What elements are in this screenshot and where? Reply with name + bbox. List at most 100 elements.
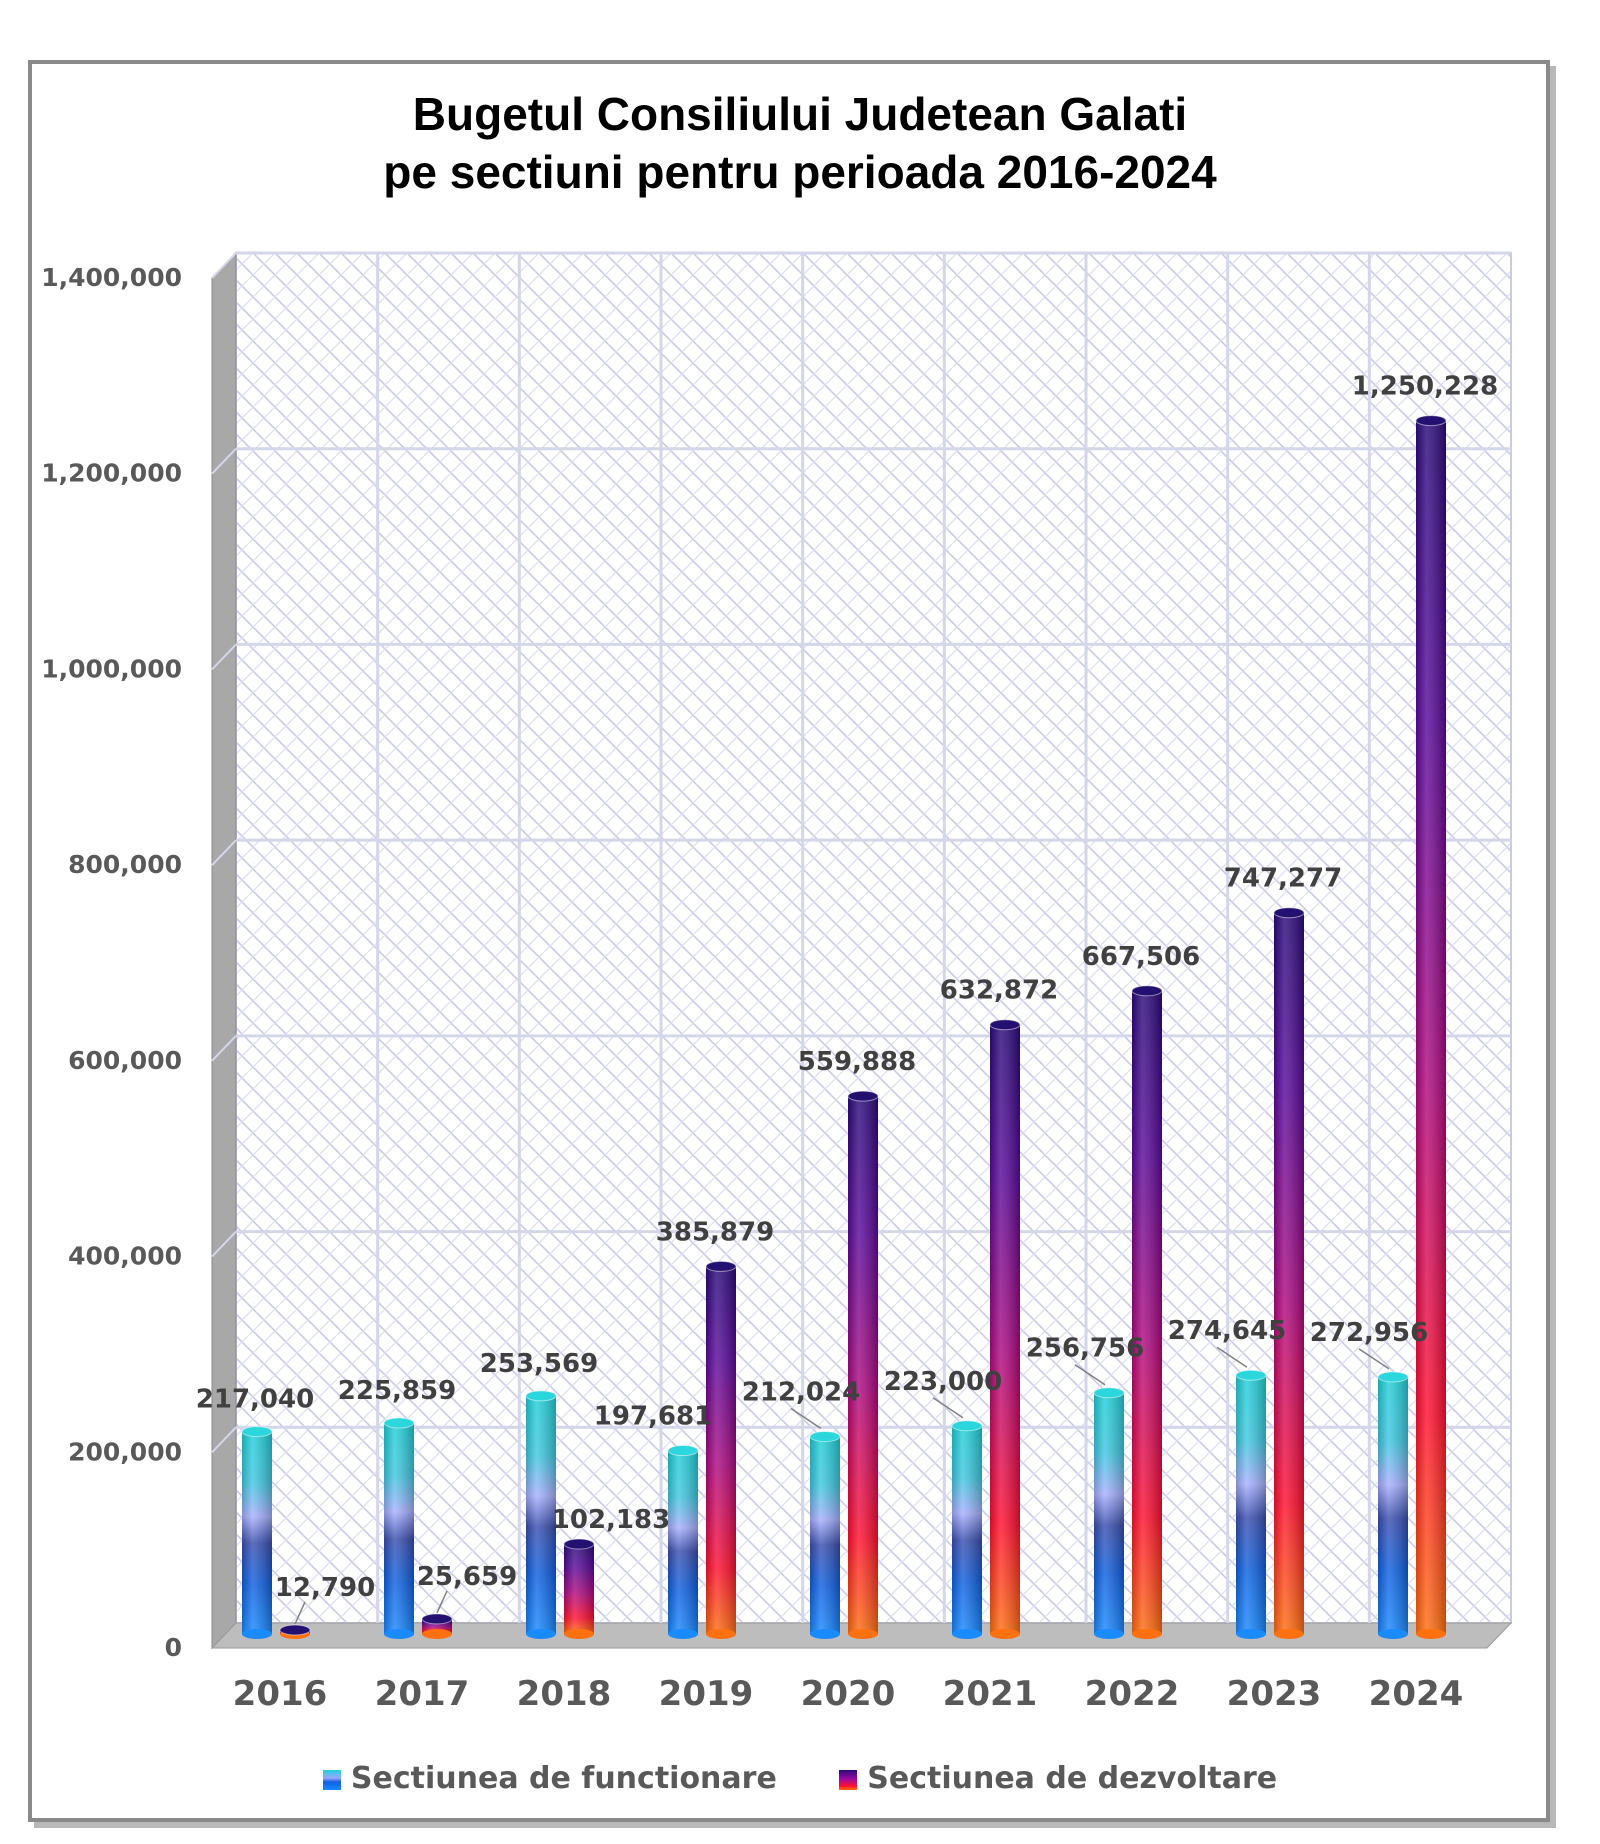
bar-base xyxy=(1236,1629,1266,1639)
label-leader-line xyxy=(294,1601,306,1625)
data-label-dezvoltare: 747,277 xyxy=(1224,864,1342,894)
bar-base xyxy=(242,1629,272,1639)
y-tick-label: 1,400,000 xyxy=(41,263,182,292)
data-label-dezvoltare: 25,659 xyxy=(417,1562,517,1592)
y-tick-label: 1,000,000 xyxy=(41,654,182,683)
bar-cap xyxy=(241,1426,273,1438)
gridline-side xyxy=(211,448,237,475)
x-category-label: 2016 xyxy=(233,1674,328,1714)
bar-base xyxy=(526,1629,556,1639)
bar-cap xyxy=(525,1390,557,1402)
bar-cap xyxy=(847,1090,879,1102)
bar-base xyxy=(1416,1629,1446,1639)
bar-shade xyxy=(990,1024,1020,1634)
gridline-side xyxy=(211,1426,237,1453)
x-category-label: 2019 xyxy=(659,1674,754,1714)
y-tick-label: 800,000 xyxy=(68,850,182,879)
y-tick-label: 400,000 xyxy=(68,1242,182,1271)
x-category-label: 2023 xyxy=(1227,1674,1322,1714)
bar-cap xyxy=(563,1538,595,1550)
x-category-label: 2024 xyxy=(1369,1674,1464,1714)
data-label-dezvoltare: 667,506 xyxy=(1082,942,1200,972)
bar-shade xyxy=(564,1544,594,1634)
legend-item-functionare: Sectiunea de functionare xyxy=(322,1761,777,1796)
gridline-side xyxy=(211,252,237,279)
bar-shade xyxy=(1132,990,1162,1634)
data-label-dezvoltare: 385,879 xyxy=(656,1217,774,1247)
bar-shade xyxy=(1416,420,1446,1634)
bar-base xyxy=(384,1629,414,1639)
data-label-functionare: 274,645 xyxy=(1168,1316,1286,1346)
bar-cap xyxy=(705,1260,737,1272)
bar-base xyxy=(668,1629,698,1639)
label-leader-line xyxy=(436,1590,448,1614)
bar-shade xyxy=(706,1266,736,1634)
data-label-functionare: 217,040 xyxy=(196,1385,314,1415)
bar-base xyxy=(706,1629,736,1639)
bar-shade xyxy=(1236,1375,1266,1634)
gridline-side xyxy=(211,1035,237,1062)
bar-base xyxy=(1094,1629,1124,1639)
bar-cap xyxy=(1093,1387,1125,1399)
label-leader-line xyxy=(790,1407,822,1430)
bar-cap xyxy=(383,1417,415,1429)
data-label-functionare: 272,956 xyxy=(1310,1318,1428,1348)
bar-shade xyxy=(384,1422,414,1634)
data-label-dezvoltare: 559,888 xyxy=(798,1047,916,1077)
data-label-functionare: 223,000 xyxy=(884,1367,1002,1397)
bar-cap xyxy=(809,1431,841,1443)
label-leader-line xyxy=(932,1397,964,1419)
bar-cap xyxy=(279,1624,311,1636)
x-category-label: 2022 xyxy=(1085,1674,1180,1714)
bar-shade xyxy=(242,1431,272,1634)
bar-cap xyxy=(1235,1369,1267,1381)
bar-cap xyxy=(1415,415,1447,427)
bar-cap xyxy=(1377,1371,1409,1383)
chart-title-line-1: Bugetul Consiliului Judetean Galati xyxy=(412,88,1188,140)
bar-shade xyxy=(668,1450,698,1634)
bar-shade xyxy=(848,1096,878,1634)
bar-cap xyxy=(667,1445,699,1457)
bar-shade xyxy=(526,1395,556,1634)
bar-cap xyxy=(951,1420,983,1432)
legend-label-dezvoltare: Sectiunea de dezvoltare xyxy=(867,1761,1278,1796)
legend: Sectiunea de functionare Sectiunea de de… xyxy=(0,1760,1600,1796)
x-category-label: 2021 xyxy=(943,1674,1038,1714)
bar-base xyxy=(1378,1629,1408,1639)
bar-shade xyxy=(1378,1376,1408,1634)
bar-cap xyxy=(421,1613,453,1625)
legend-label-functionare: Sectiunea de functionare xyxy=(350,1761,777,1796)
bar-cap xyxy=(1131,985,1163,997)
y-tick-label: 200,000 xyxy=(68,1437,182,1466)
chart-title: Bugetul Consiliului Judetean Galati pe s… xyxy=(0,85,1600,201)
bar-base xyxy=(990,1629,1020,1639)
data-label-dezvoltare: 1,250,228 xyxy=(1352,372,1498,402)
label-leader-line xyxy=(1216,1346,1248,1368)
chart-title-line-2: pe sectiuni pentru perioada 2016-2024 xyxy=(383,146,1217,198)
bar-cap xyxy=(989,1019,1021,1031)
bar-cap xyxy=(1273,907,1305,919)
y-tick-label: 1,200,000 xyxy=(41,459,182,488)
bar-shade xyxy=(810,1436,840,1634)
bar-base xyxy=(1132,1629,1162,1639)
bar-base xyxy=(1274,1629,1304,1639)
data-label-dezvoltare: 12,790 xyxy=(275,1573,375,1603)
bar-shade xyxy=(1274,912,1304,1634)
y-tick-label: 0 xyxy=(165,1633,182,1662)
gridline-side xyxy=(211,839,237,866)
data-label-dezvoltare: 632,872 xyxy=(940,976,1058,1006)
data-label-functionare: 197,681 xyxy=(594,1402,712,1432)
bar-base xyxy=(422,1629,452,1639)
x-category-label: 2017 xyxy=(375,1674,470,1714)
data-label-functionare: 225,859 xyxy=(338,1376,456,1406)
bar-base xyxy=(952,1629,982,1639)
bar-base xyxy=(564,1629,594,1639)
gridline-side xyxy=(211,643,237,671)
gridline-side xyxy=(211,1230,237,1258)
bar-shade xyxy=(952,1425,982,1634)
data-label-functionare: 256,756 xyxy=(1026,1334,1144,1364)
label-leader-line xyxy=(1358,1348,1390,1370)
data-label-functionare: 212,024 xyxy=(742,1378,860,1408)
bar-base xyxy=(810,1629,840,1639)
